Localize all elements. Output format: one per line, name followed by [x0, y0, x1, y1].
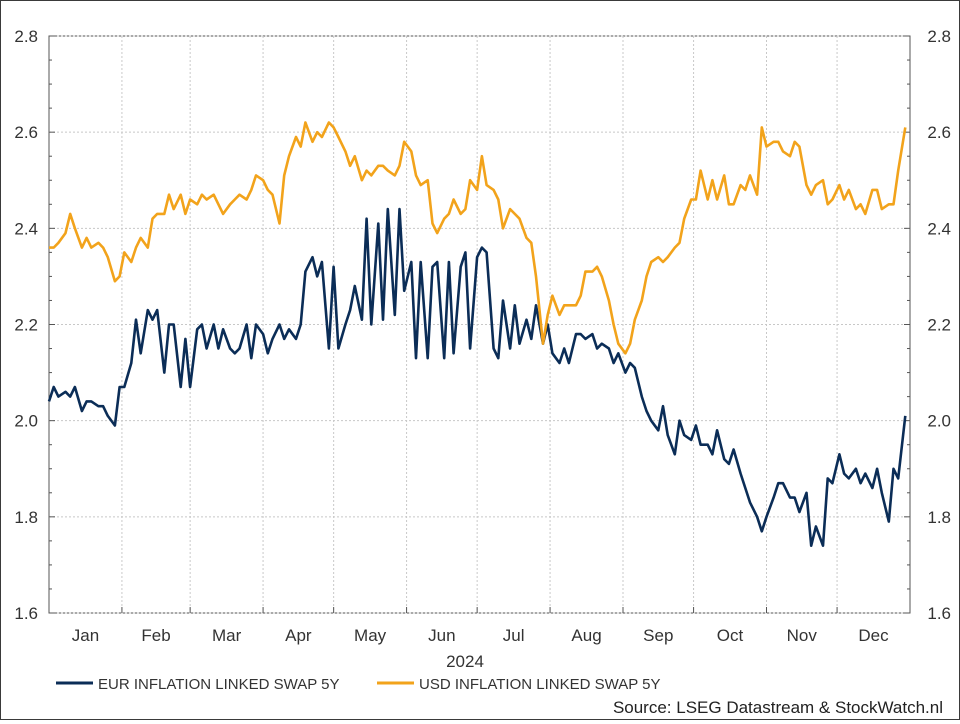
x-tick-label-month: Feb	[141, 626, 170, 645]
y-tick-label-right: 2.4	[927, 219, 951, 238]
x-tick-label-month: May	[354, 626, 387, 645]
x-axis: Jan Feb Mar Apr May Jun Jul Aug Sep Oct Nov Dec	[72, 607, 889, 645]
y-tick-label-right: 2.2	[927, 316, 951, 335]
y-tick-label-left: 2.0	[14, 412, 38, 431]
y-tick-label-left: 1.6	[14, 604, 38, 623]
legend: EUR INFLATION LINKED SWAP 5Y USD INFLATI…	[56, 676, 660, 693]
legend-label-eur: EUR INFLATION LINKED SWAP 5Y	[98, 676, 339, 693]
y-tick-label-left: 2.4	[14, 219, 38, 238]
x-axis-year-label: 2024	[446, 652, 484, 671]
y-tick-label-left: 2.8	[14, 27, 38, 46]
x-tick-label-month: Oct	[717, 626, 744, 645]
y-tick-label-left: 2.6	[14, 123, 38, 142]
x-tick-label-month: Mar	[212, 626, 242, 645]
x-tick-label-month: Jul	[503, 626, 525, 645]
x-tick-label-month: Apr	[285, 626, 312, 645]
y-tick-label-left: 1.8	[14, 508, 38, 527]
series-line-eur	[47, 207, 907, 547]
y-axis-left: 1.6 1.8 2.0 2.2 2.4 2.6 2.8	[14, 27, 55, 623]
series-line-usd	[49, 121, 907, 355]
legend-label-usd: USD INFLATION LINKED SWAP 5Y	[419, 676, 660, 693]
x-tick-label-month: Sep	[643, 626, 673, 645]
y-tick-label-left: 2.2	[14, 316, 38, 335]
y-tick-label-right: 2.0	[927, 412, 951, 431]
y-tick-label-right: 2.8	[927, 27, 951, 46]
series-lines	[47, 121, 907, 547]
x-tick-label-month: Nov	[787, 626, 818, 645]
y-tick-label-right: 2.6	[927, 123, 951, 142]
y-tick-label-right: 1.8	[927, 508, 951, 527]
x-tick-label-month: Jun	[428, 626, 455, 645]
x-tick-label-month: Aug	[571, 626, 601, 645]
y-axis-right: 1.6 1.8 2.0 2.2 2.4 2.6 2.8	[904, 27, 951, 623]
y-tick-label-right: 1.6	[927, 604, 951, 623]
x-tick-label-month: Jan	[72, 626, 99, 645]
source-credit: Source: LSEG Datastream & StockWatch.nl	[613, 698, 943, 717]
x-tick-label-month: Dec	[858, 626, 889, 645]
